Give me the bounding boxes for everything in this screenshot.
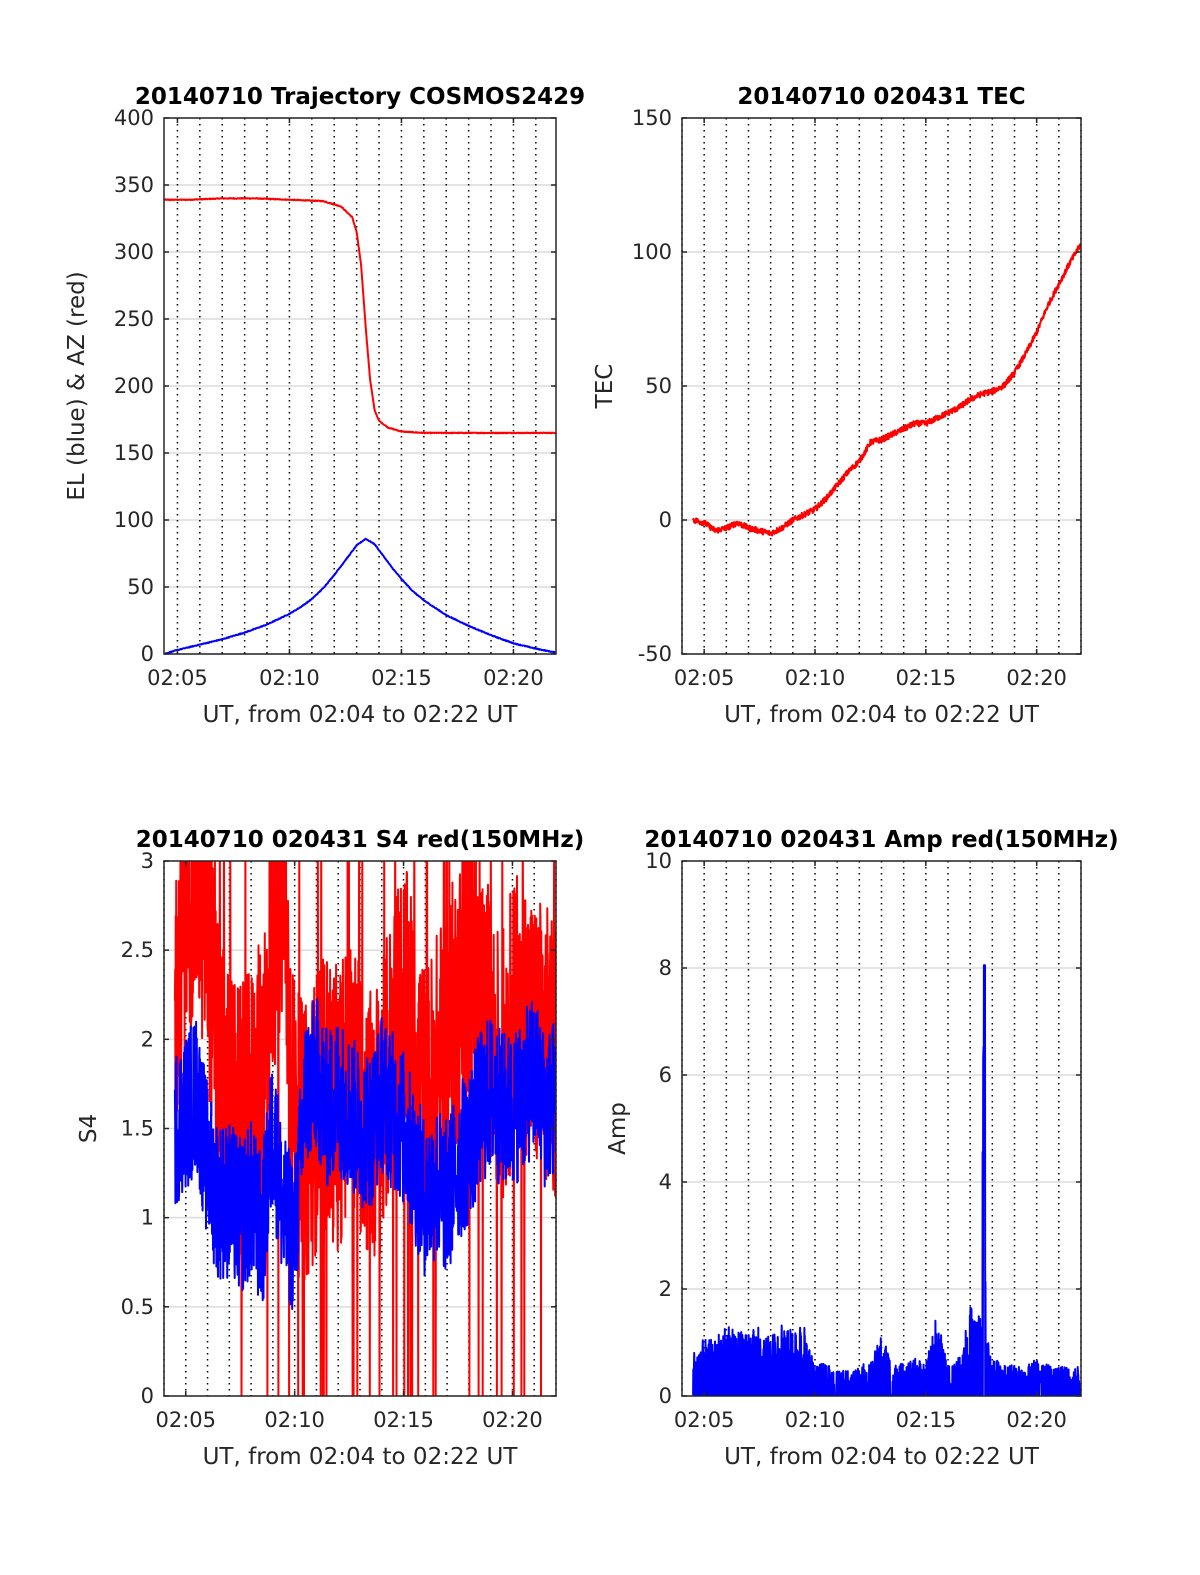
chart-title: 20140710 020431 Amp red(150MHz) bbox=[644, 827, 1118, 853]
y-tick-label: 300 bbox=[114, 240, 154, 264]
y-tick-label: 100 bbox=[632, 240, 672, 264]
y-tick-label: 6 bbox=[659, 1063, 672, 1087]
y-tick-label: 0 bbox=[659, 508, 672, 532]
y-tick-label: 2 bbox=[659, 1277, 672, 1301]
x-tick-label: 02:20 bbox=[483, 666, 544, 690]
x-tick-label: 02:15 bbox=[373, 1408, 434, 1432]
y-tick-label: 2.5 bbox=[121, 938, 154, 962]
series-line-2 bbox=[173, 998, 556, 1310]
y-tick-label: 3 bbox=[141, 849, 154, 873]
series-group bbox=[692, 242, 1081, 537]
y-tick-label: 0 bbox=[141, 1384, 154, 1408]
y-axis-label: EL (blue) & AZ (red) bbox=[64, 271, 90, 500]
y-tick-label: -50 bbox=[638, 642, 672, 666]
x-axis-label: UT, from 02:04 to 02:22 UT bbox=[724, 1444, 1040, 1470]
x-axis-label: UT, from 02:04 to 02:22 UT bbox=[203, 1444, 519, 1470]
x-axis-label: UT, from 02:04 to 02:22 UT bbox=[203, 702, 519, 728]
y-tick-label: 400 bbox=[114, 106, 154, 130]
series-group bbox=[692, 964, 1081, 1396]
x-tick-label: 02:05 bbox=[674, 666, 735, 690]
y-tick-label: 100 bbox=[114, 508, 154, 532]
x-tick-label: 02:20 bbox=[1006, 666, 1067, 690]
y-tick-label: 250 bbox=[114, 307, 154, 331]
axes-box bbox=[681, 860, 1082, 1397]
x-tick-label: 02:05 bbox=[156, 1408, 217, 1432]
chart-panel-4: 0 2 4 6 8 10 02:05 02:10 02:15 02:20 20140710 0204… bbox=[605, 827, 1119, 1470]
y-tick-label: 4 bbox=[659, 1170, 672, 1194]
x-tick-label: 02:10 bbox=[785, 1408, 846, 1432]
x-tick-label: 02:20 bbox=[482, 1408, 543, 1432]
x-tick-label: 02:15 bbox=[371, 666, 432, 690]
y-tick-label: 50 bbox=[645, 374, 672, 398]
series-line-2 bbox=[164, 537, 556, 654]
y-tick-label: 0 bbox=[659, 1384, 672, 1408]
series-line-1 bbox=[692, 242, 1081, 537]
x-tick-label: 02:05 bbox=[147, 666, 208, 690]
chart-panel-3: 0 0.5 1 1.5 2 2.5 3 02:05 02:10 02:15 02:20 2014071… bbox=[76, 827, 585, 1470]
y-tick-label: 10 bbox=[645, 849, 672, 873]
x-tick-label: 02:15 bbox=[896, 666, 957, 690]
y-tick-label: 200 bbox=[114, 374, 154, 398]
chart-title: 20140710 Trajectory COSMOS2429 bbox=[135, 84, 585, 110]
y-tick-label: 50 bbox=[127, 575, 154, 599]
chart-title: 20140710 020431 S4 red(150MHz) bbox=[136, 827, 585, 853]
y-axis-label: Amp bbox=[605, 1102, 631, 1155]
x-tick-label: 02:10 bbox=[264, 1408, 325, 1432]
y-axis-label: TEC bbox=[592, 364, 618, 410]
series-line-1 bbox=[164, 197, 556, 435]
y-tick-label: 8 bbox=[659, 956, 672, 980]
series-group bbox=[164, 197, 556, 654]
y-tick-label: 1 bbox=[141, 1206, 154, 1230]
chart-title: 20140710 020431 TEC bbox=[737, 84, 1025, 110]
plot-area bbox=[682, 861, 1081, 1396]
y-tick-label: 2 bbox=[141, 1027, 154, 1051]
x-tick-label: 02:10 bbox=[259, 666, 320, 690]
y-tick-label: 0.5 bbox=[121, 1295, 154, 1319]
chart-panel-1: 0 50 100 150 200 250 300 350 400 02:05 02:10 02:15 0… bbox=[64, 84, 585, 728]
x-tick-label: 02:10 bbox=[785, 666, 846, 690]
series-line-1 bbox=[692, 964, 1081, 1396]
y-tick-label: 1.5 bbox=[121, 1117, 154, 1141]
x-tick-label: 02:05 bbox=[674, 1408, 735, 1432]
x-tick-label: 02:15 bbox=[896, 1408, 957, 1432]
y-axis-label: S4 bbox=[76, 1114, 102, 1143]
y-tick-label: 0 bbox=[141, 642, 154, 666]
x-tick-label: 02:20 bbox=[1006, 1408, 1067, 1432]
y-tick-label: 150 bbox=[114, 441, 154, 465]
chart-panel-2: -50 0 50 100 150 02:05 02:10 02:15 02:20 20140710… bbox=[592, 84, 1082, 728]
x-axis-label: UT, from 02:04 to 02:22 UT bbox=[724, 702, 1040, 728]
y-tick-label: 350 bbox=[114, 173, 154, 197]
series-group bbox=[173, 861, 556, 1396]
y-tick-label: 150 bbox=[632, 106, 672, 130]
